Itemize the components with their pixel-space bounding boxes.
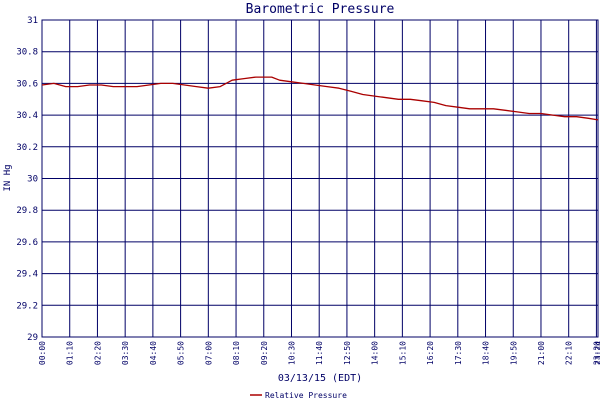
x-tick-label: 08:10 [232, 341, 241, 365]
x-axis-label: 03/13/15 (EDT) [278, 373, 362, 384]
y-tick-label: 31 [27, 16, 38, 26]
y-tick-label: 29.8 [16, 206, 38, 216]
x-tick-label: 12:50 [343, 341, 352, 365]
x-tick-label: 15:10 [398, 341, 407, 365]
x-tick-label: 16:20 [426, 341, 435, 365]
x-tick-label: 23:20 [592, 341, 600, 365]
y-tick-label: 30 [27, 175, 38, 185]
x-tick-label: 23:24 [594, 341, 600, 365]
x-tick-label: 09:20 [260, 341, 269, 365]
series-layer [41, 76, 599, 121]
y-tick-label: 30.6 [16, 79, 38, 89]
y-tick-label: 30.4 [16, 111, 38, 121]
y-tick-label: 30.2 [16, 143, 38, 153]
grid-layer [41, 19, 599, 338]
y-tick-label: 30.8 [16, 48, 38, 58]
x-tick-label: 18:40 [482, 341, 491, 365]
legend: Relative Pressure [250, 391, 347, 400]
series-line-relative-pressure [41, 76, 599, 121]
x-tick-label: 10:30 [287, 341, 296, 365]
x-tick-label: 02:20 [93, 341, 102, 365]
x-tick-label: 11:40 [315, 341, 324, 365]
x-tick-label: 17:30 [454, 341, 463, 365]
x-tick-label: 00:00 [38, 341, 47, 365]
x-tick-label: 07:00 [204, 341, 213, 365]
x-tick-label: 03:30 [121, 341, 130, 365]
chart-title: Barometric Pressure [246, 2, 395, 17]
x-tick-label: 19:50 [509, 341, 518, 365]
x-tick-label: 21:00 [537, 341, 546, 365]
y-tick-label: 29.6 [16, 238, 38, 248]
y-axis-label: IN Hg [3, 164, 13, 191]
tick-layer: 29 29.2 29.4 29.6 29.8 30 30.2 30.4 30.6 30.8 31 00… [16, 16, 600, 365]
legend-label: Relative Pressure [265, 391, 347, 400]
y-tick-label: 29.4 [16, 270, 38, 280]
x-tick-label: 04:40 [149, 341, 158, 365]
x-tick-label: 05:50 [177, 341, 186, 365]
y-tick-label: 29.2 [16, 301, 38, 311]
x-tick-label: 14:00 [371, 341, 380, 365]
x-tick-label: 22:10 [565, 341, 574, 365]
x-tick-label: 01:10 [66, 341, 75, 365]
y-tick-label: 29 [27, 333, 38, 343]
